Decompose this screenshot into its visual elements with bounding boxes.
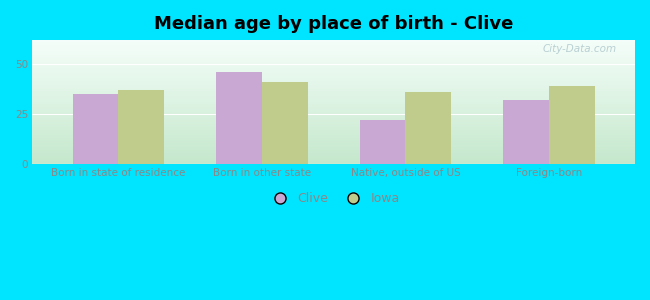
Bar [262,82,308,164]
Bar [118,90,164,164]
Bar [216,72,262,164]
Bar [549,86,595,164]
Legend: Clive, Iowa: Clive, Iowa [263,187,405,210]
Bar [73,94,118,164]
Text: City-Data.com: City-Data.com [543,44,617,54]
Title: Median age by place of birth - Clive: Median age by place of birth - Clive [154,15,514,33]
Bar [406,92,451,164]
Bar [359,120,406,164]
Bar [503,100,549,164]
